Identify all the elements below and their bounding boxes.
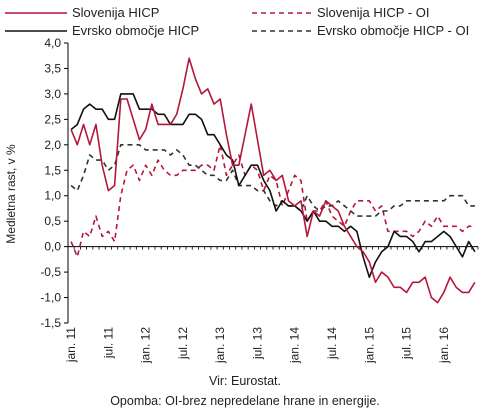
legend-label-evrsko-hicp-oi: Evrsko območje HICP - OI	[317, 23, 469, 38]
y-axis: 4,0 3,5 3,0 2,5 2,0 1,5 1,0 0,5 0,0 -0,5 -1,0 -1,5	[40, 36, 69, 330]
series-line-evrsko-obmocje-hicp	[70, 93, 476, 278]
x-axis: jan. 11 jul. 11 jan. 12 jul. 12 jan. 13 jul. …	[64, 246, 479, 364]
x-tick-label: jan. 12	[139, 327, 153, 364]
series-line-evrsko-obmocje-hicp-oi	[70, 144, 475, 217]
series-line-slovenija-hicp	[70, 57, 476, 304]
x-tick-label: jul. 11	[101, 327, 115, 359]
x-tick-label: jan. 16	[437, 327, 451, 364]
y-tick-label: 0,0	[44, 240, 61, 254]
y-tick-label: 3,0	[44, 87, 61, 101]
y-tick-label: -1,5	[40, 316, 61, 330]
y-tick-label: -1,0	[40, 291, 61, 305]
legend-label-evrsko-hicp: Evrsko območje HICP	[72, 23, 199, 38]
x-tick-label: jul. 12	[176, 327, 190, 360]
x-tick-label: jan. 15	[362, 327, 376, 364]
series-layer	[70, 57, 476, 304]
remark-note: Opomba: OI-brez nepredelane hrane in ene…	[110, 394, 380, 408]
legend-label-slovenija-hicp-oi: Slovenija HICP - OI	[317, 5, 429, 20]
legend-label-slovenija-hicp: Slovenija HICP	[72, 5, 159, 20]
y-tick-label: 4,0	[44, 36, 61, 50]
source-note: Vir: Eurostat.	[209, 374, 281, 388]
y-tick-label: -0,5	[40, 265, 61, 279]
x-tick-label: jan. 14	[288, 327, 302, 364]
y-tick-label: 1,5	[44, 163, 61, 177]
x-tick-label: jul. 14	[325, 327, 339, 360]
y-tick-label: 2,5	[44, 112, 61, 126]
y-tick-label: 2,0	[44, 138, 61, 152]
y-axis-label: Medletna rast, v %	[4, 144, 18, 244]
series-line-slovenija-hicp-oi	[70, 144, 475, 258]
x-tick-label: jul. 13	[250, 327, 264, 360]
x-tick-label: jan. 11	[64, 327, 78, 363]
y-tick-label: 1,0	[44, 189, 61, 203]
y-tick-label: 0,5	[44, 214, 61, 228]
legend: Slovenija HICP Slovenija HICP - OI Evrsk…	[5, 5, 469, 38]
y-tick-label: 3,5	[44, 61, 61, 75]
x-tick-label: jan. 13	[213, 327, 227, 364]
x-tick-label: jul. 15	[400, 327, 414, 360]
